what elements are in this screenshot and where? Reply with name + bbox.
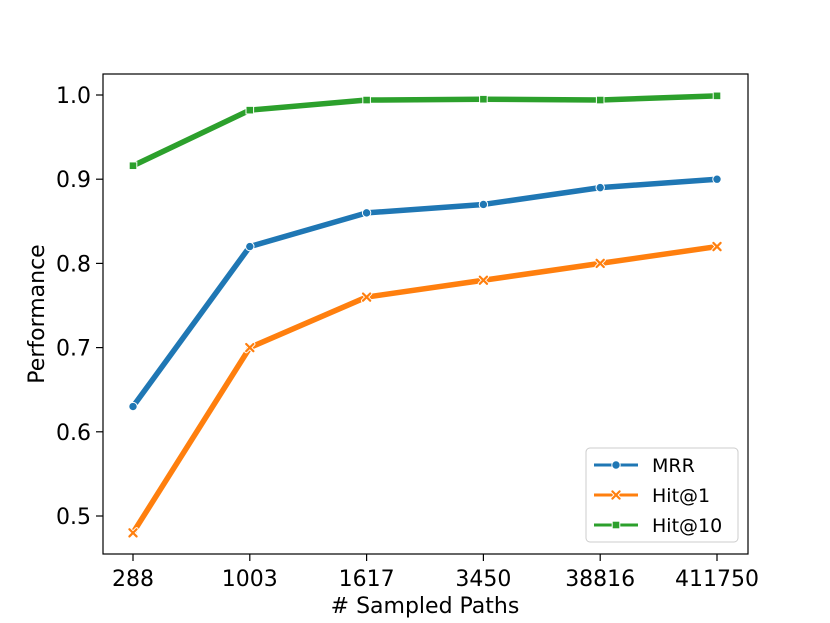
data-point-hit-1 [244,342,256,354]
x-tick-label: 38816 [565,567,635,592]
series-line-hit-10 [130,93,720,169]
x-tick-label: 288 [112,567,154,592]
data-point-hit-10 [128,161,138,171]
series-hit-1 [127,240,723,539]
y-tick-label: 0.9 [56,168,91,193]
legend-label: MRR [652,455,695,477]
series-hit-10 [128,91,722,171]
y-tick-label: 0.5 [56,505,91,530]
data-point-hit-1 [127,527,139,539]
y-tick-label: 0.7 [56,337,91,362]
data-point-mrr [595,182,605,193]
data-point-hit-1 [594,257,606,269]
legend-marker [610,489,622,501]
y-tick-label: 0.6 [56,421,91,446]
legend-item-hit-10: Hit@10 [594,515,722,537]
series-mrr [128,174,722,412]
series-layer [127,91,723,539]
data-point-hit-1 [361,291,373,303]
data-point-hit-10 [479,94,488,104]
data-point-hit-10 [245,105,255,115]
x-tick-label: 1003 [222,567,278,592]
data-point-mrr [361,208,372,218]
y-tick-label: 0.8 [56,252,91,277]
x-axis-label: # Sampled Paths [331,594,520,619]
x-tick-label: 411750 [675,567,759,592]
data-point-mrr [478,199,489,210]
series-line-hit-1 [130,243,720,536]
legend-label: Hit@10 [652,515,722,537]
data-point-hit-1 [711,240,723,253]
legend-marker [611,520,621,530]
y-axis-label: Performance [25,244,50,383]
legend-item-mrr: MRR [594,455,695,477]
plot-area [102,73,749,555]
legend-box [585,447,739,543]
y-tick-label: 1.0 [56,84,91,109]
data-point-mrr [712,174,722,184]
series-line-mrr [130,176,720,410]
legend: MRR Hit@1 Hit@10 [585,447,739,543]
legend-marker [611,460,621,470]
data-point-hit-10 [712,91,722,101]
data-point-mrr [245,241,255,252]
data-point-hit-1 [477,274,489,286]
x-tick-label: 3450 [455,567,511,592]
legend-item-hit-1: Hit@1 [594,485,710,507]
ticks: 288 1003 1617 3450 38816 411750 0.5 0.6 0.7 0.8 0.… [56,84,759,592]
data-point-hit-10 [595,95,605,105]
x-tick-label: 1617 [339,567,395,592]
data-point-hit-10 [362,95,371,105]
data-point-mrr [128,401,138,412]
legend-label: Hit@1 [652,485,710,507]
